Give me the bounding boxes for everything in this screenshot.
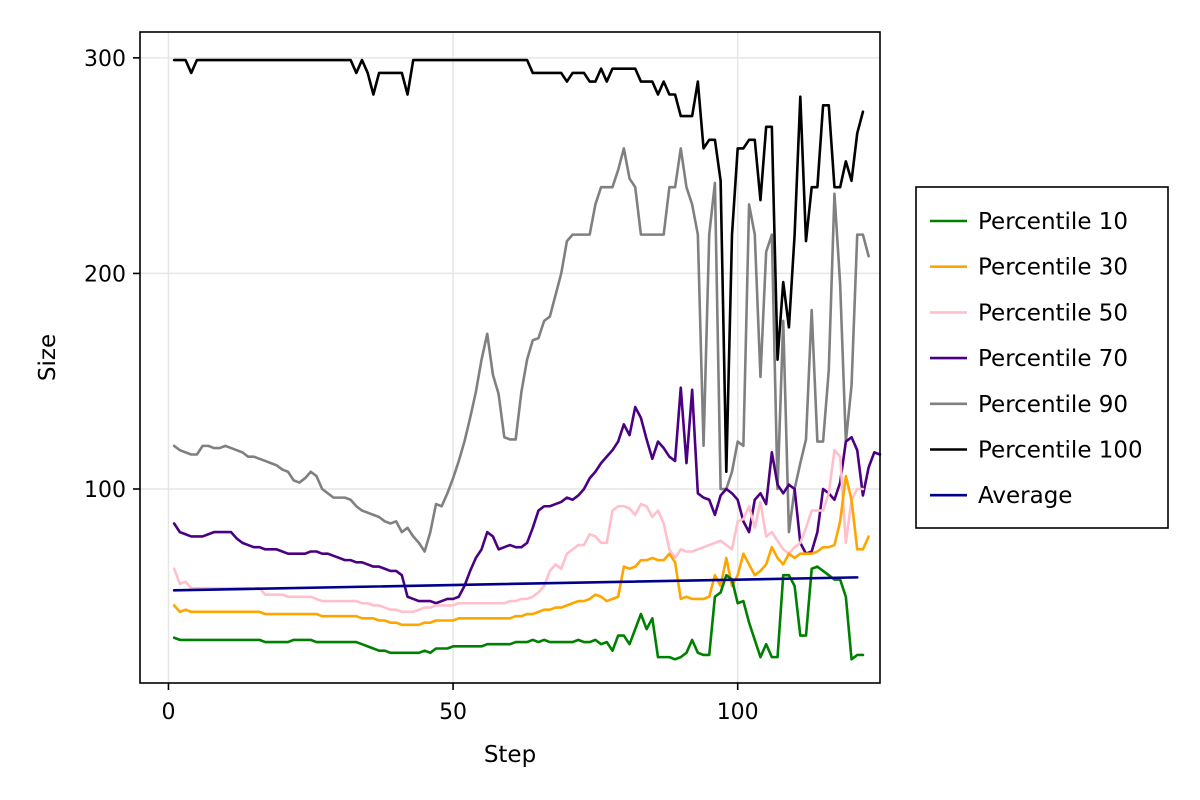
legend-label: Percentile 90: [978, 392, 1128, 418]
series-lines: [172, 58, 882, 661]
series-line-percentile-90: [172, 147, 870, 553]
legend-label: Percentile 50: [978, 300, 1128, 326]
x-tick-label: 100: [717, 700, 759, 725]
legend-label: Percentile 10: [978, 209, 1128, 235]
series-line-percentile-50: [172, 448, 865, 614]
legend: Percentile 10 Percentile 30 Percentile 50 P…: [915, 186, 1169, 529]
legend-label: Average: [978, 483, 1072, 509]
x-tick-label: 50: [439, 700, 467, 725]
plot-frame: [139, 31, 881, 684]
series-line-percentile-30: [172, 474, 870, 627]
series-line-percentile-10: [172, 565, 865, 661]
y-tick-label: 300: [84, 47, 126, 72]
grid-lines: [140, 32, 880, 683]
x-axis-label: Step: [484, 742, 536, 768]
axis-ticks: 0 50 100 100 200 300: [84, 47, 759, 725]
y-tick-label: 200: [84, 262, 126, 287]
x-tick-label: 0: [161, 700, 175, 725]
series-line-percentile-100: [172, 58, 865, 474]
legend-label: Percentile 30: [978, 255, 1128, 281]
y-tick-label: 100: [84, 478, 126, 503]
legend-label: Percentile 70: [978, 346, 1128, 372]
y-axis-label: Size: [35, 334, 61, 381]
series-line-average: [172, 576, 859, 592]
legend-label: Percentile 100: [978, 438, 1143, 464]
series-line-percentile-70: [172, 386, 882, 605]
